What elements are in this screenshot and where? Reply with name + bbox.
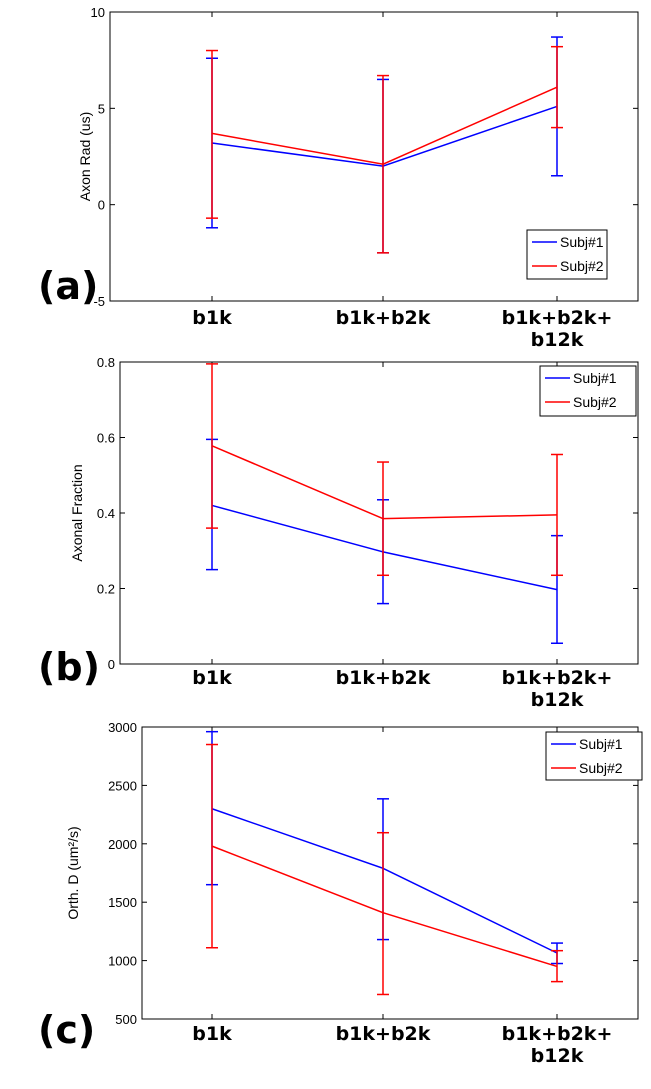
y-tick-label: 3000 xyxy=(108,720,137,735)
y-tick-label: -5 xyxy=(93,294,105,309)
chart-panel-2: 0 0.2 0.4 0.6 0.8 Axonal Fraction b1k b1k+b2k b1… xyxy=(38,355,639,711)
x-category-label: b1k+b2k+ xyxy=(502,1023,613,1045)
y-tick-label: 2500 xyxy=(108,778,137,793)
x-category-label: b12k xyxy=(531,329,584,351)
panel-label: (c) xyxy=(38,1008,95,1052)
panel-label: (a) xyxy=(38,264,98,308)
panel-label: (b) xyxy=(38,645,100,689)
y-axis-label: Axonal Fraction xyxy=(69,464,85,561)
y-tick-label: 0.8 xyxy=(97,355,115,370)
legend-label: Subj#1 xyxy=(560,234,604,250)
x-category-label: b1k+b2k+ xyxy=(502,667,613,689)
y-tick-label: 5 xyxy=(98,101,105,116)
x-category-label: b1k+b2k xyxy=(336,667,431,689)
x-category-label: b1k+b2k+ xyxy=(502,307,613,329)
legend: Subj#1 Subj#2 xyxy=(539,365,637,417)
legend-label: Subj#1 xyxy=(579,736,623,752)
x-category-label: b1k+b2k xyxy=(336,307,431,329)
x-category-label: b1k xyxy=(192,667,232,689)
chart-panel-1: -5 0 5 10 Axon Rad (us) b1k b1k+b2k b1k+b2k+b12… xyxy=(38,5,639,351)
y-tick-label: 500 xyxy=(115,1012,137,1027)
y-tick-label: 2000 xyxy=(108,837,137,852)
y-tick-label: 0.2 xyxy=(97,582,115,597)
legend-box xyxy=(539,365,637,417)
y-tick-label: 0 xyxy=(108,657,115,672)
legend-label: Subj#2 xyxy=(560,258,604,274)
series-Subj2 xyxy=(206,45,563,254)
series-Subj2 xyxy=(206,743,563,996)
legend-box xyxy=(545,731,643,781)
x-category-label: b1k+b2k xyxy=(336,1023,431,1045)
x-category-label: b1k xyxy=(192,1023,232,1045)
y-tick-label: 0.4 xyxy=(97,506,115,521)
y-tick-label: 1500 xyxy=(108,895,137,910)
y-axis-label: Orth. D (um²/s) xyxy=(65,826,81,919)
x-category-label: b1k xyxy=(192,307,232,329)
legend: Subj#1 Subj#2 xyxy=(545,731,643,781)
legend: Subj#1 Subj#2 xyxy=(526,229,608,280)
chart-panel-3: 500 1000 1500 2000 2500 3000 Orth. D (um²/s) b1… xyxy=(38,720,643,1067)
x-category-label: b12k xyxy=(531,1045,584,1067)
legend-label: Subj#2 xyxy=(579,760,623,776)
y-axis-label: Axon Rad (us) xyxy=(77,112,93,201)
y-tick-label: 0.6 xyxy=(97,431,115,446)
legend-box xyxy=(526,229,608,280)
y-tick-label: 0 xyxy=(98,198,105,213)
y-tick-label: 1000 xyxy=(108,954,137,969)
legend-label: Subj#2 xyxy=(573,394,617,410)
legend-label: Subj#1 xyxy=(573,370,617,386)
series-Subj2 xyxy=(206,363,563,577)
y-tick-label: 10 xyxy=(91,5,105,20)
x-category-label: b12k xyxy=(531,689,584,711)
